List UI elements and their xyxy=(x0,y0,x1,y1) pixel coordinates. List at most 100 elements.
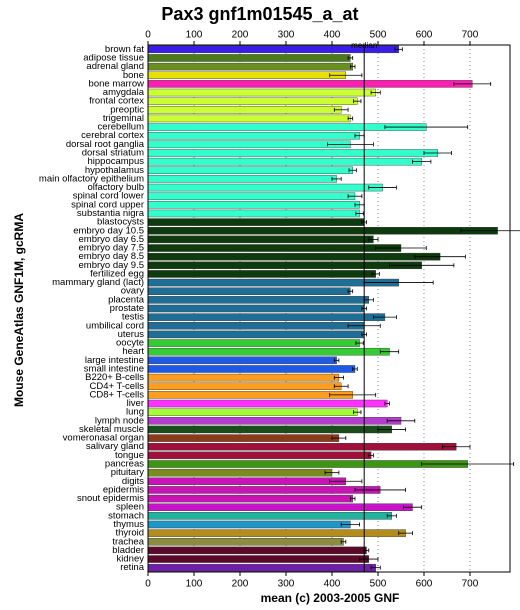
bar xyxy=(147,244,402,252)
error-bar xyxy=(421,462,515,467)
bar xyxy=(147,425,392,434)
error-bar xyxy=(371,271,380,276)
error-bar xyxy=(352,366,358,371)
plot-frame xyxy=(147,44,511,573)
error-bar xyxy=(331,176,342,181)
y-tick-label: CD8+ T-cells xyxy=(90,389,145,400)
error-bar xyxy=(347,55,354,60)
bar xyxy=(147,520,351,529)
y-tick-label: trigeminal xyxy=(103,113,144,124)
error-bar xyxy=(402,505,423,510)
y-tick-label: bladder xyxy=(112,545,144,556)
x-tick-label: 700 xyxy=(462,579,479,590)
y-tick-label: adrenal gland xyxy=(86,61,144,72)
error-bar xyxy=(333,107,349,112)
y-tick-label: epidermis xyxy=(103,484,144,495)
bar xyxy=(147,131,360,140)
error-bar xyxy=(423,150,452,155)
y-axis-title: Mouse GeneAtlas GNF1M, gcRMA xyxy=(12,213,26,407)
bar xyxy=(147,330,365,339)
error-bar xyxy=(377,427,406,432)
y-tick-label: preoptic xyxy=(110,104,144,115)
bar xyxy=(147,201,360,209)
y-tick-label: umbilical cord xyxy=(86,320,144,331)
y-tick-label: embryo day 6.5 xyxy=(79,234,144,245)
bar xyxy=(147,529,406,537)
error-bar xyxy=(355,341,364,346)
error-bar xyxy=(326,142,374,147)
y-tick-label: olfactory bulb xyxy=(87,182,144,193)
bar xyxy=(147,322,365,330)
error-bar xyxy=(375,246,427,251)
bar xyxy=(147,278,399,287)
error-bar xyxy=(324,470,340,475)
y-tick-label: dorsal root ganglia xyxy=(66,139,145,150)
bar xyxy=(147,512,392,520)
bar xyxy=(147,399,388,408)
x-tick-label: 500 xyxy=(370,579,387,590)
y-tick-label: lymph node xyxy=(95,415,144,426)
bar xyxy=(147,227,498,235)
x-tick-label: 400 xyxy=(324,579,341,590)
y-tick-label: bone xyxy=(123,70,144,81)
y-tick-label: retina xyxy=(120,562,144,573)
median-label: median xyxy=(351,41,377,50)
y-tick-label: vomeronasal organ xyxy=(63,433,144,444)
error-bar xyxy=(340,522,360,527)
y-tick-label: oocyte xyxy=(116,338,144,349)
error-bar xyxy=(384,401,390,406)
x-tick-label: 100 xyxy=(186,579,203,590)
error-bar xyxy=(349,496,356,501)
y-tick-label: digits xyxy=(122,476,144,487)
y-tick-label: spinal cord upper xyxy=(71,199,144,210)
error-bar xyxy=(347,116,354,121)
bar xyxy=(147,555,369,563)
bar xyxy=(147,417,402,425)
bar xyxy=(147,313,386,321)
error-bar xyxy=(414,254,466,259)
y-tick-label: uterus xyxy=(118,329,145,340)
bar xyxy=(147,563,376,572)
error-bar xyxy=(340,539,347,544)
bar xyxy=(147,503,413,511)
error-bar xyxy=(412,159,432,164)
bar xyxy=(147,252,441,261)
x-tick-label: 600 xyxy=(416,30,433,41)
x-tick-label: 0 xyxy=(145,30,151,41)
y-tick-label: embryo day 7.5 xyxy=(79,243,144,254)
error-bar xyxy=(333,375,344,380)
bar xyxy=(147,192,356,200)
x-axis-title: mean (c) 2003-2005 GNF xyxy=(261,591,400,605)
y-tick-label: pituitary xyxy=(111,467,145,478)
y-tick-label: snout epidermis xyxy=(77,493,144,504)
bar xyxy=(147,140,351,149)
x-tick-label: 200 xyxy=(232,579,249,590)
error-bar xyxy=(372,315,397,320)
y-tick-label: stomach xyxy=(108,510,144,521)
error-bar xyxy=(453,81,492,86)
bar xyxy=(147,88,376,97)
y-tick-label: bone marrow xyxy=(89,78,145,89)
bar xyxy=(147,408,358,416)
y-tick-label: amygdala xyxy=(103,87,145,98)
error-bar xyxy=(386,513,397,518)
bar xyxy=(147,261,422,270)
bar xyxy=(147,347,390,356)
error-bar xyxy=(441,444,471,449)
error-bar xyxy=(353,99,362,104)
y-tick-label: hippocampus xyxy=(87,156,144,167)
bar xyxy=(147,434,340,442)
bar xyxy=(147,304,365,313)
x-tick-label: 100 xyxy=(186,30,203,41)
y-tick-label: main olfactory epithelium xyxy=(39,173,144,184)
error-bar xyxy=(368,237,379,242)
y-tick-label: frontal cortex xyxy=(89,96,144,107)
y-tick-label: B220+ B-cells xyxy=(85,372,144,383)
error-bar xyxy=(348,168,357,173)
error-bar xyxy=(460,228,520,233)
y-tick-label: thymus xyxy=(113,519,144,530)
y-tick-label: thyroid xyxy=(115,528,144,539)
y-tick-label: spinal cord lower xyxy=(73,191,144,202)
y-tick-label: trachea xyxy=(112,536,144,547)
error-bar xyxy=(368,453,374,458)
